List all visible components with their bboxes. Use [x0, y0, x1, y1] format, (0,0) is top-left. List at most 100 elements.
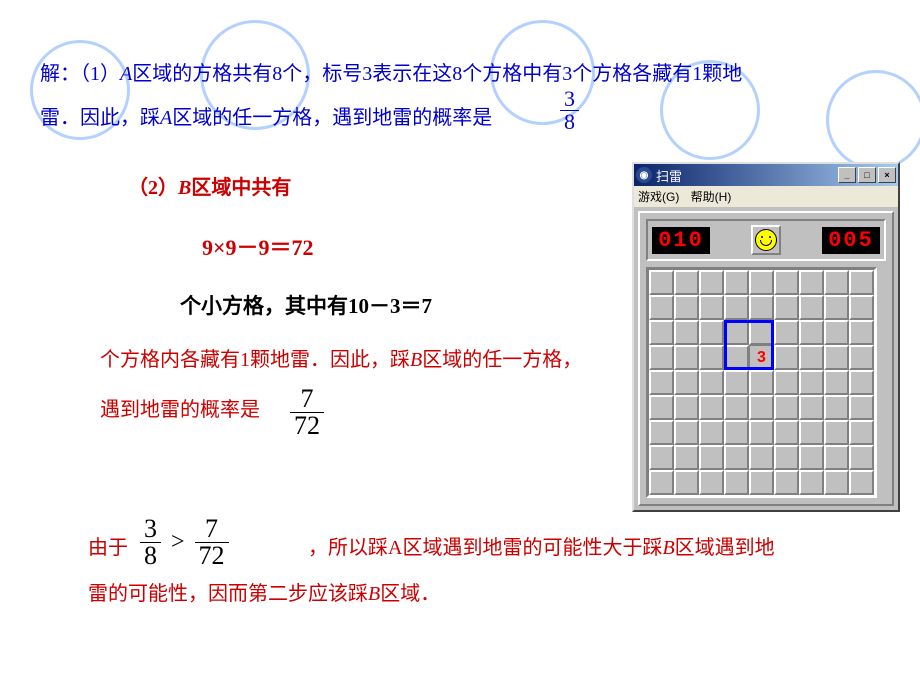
- mine-cell[interactable]: [749, 320, 774, 345]
- mine-cell[interactable]: [649, 295, 674, 320]
- mine-cell[interactable]: [774, 295, 799, 320]
- minimize-button[interactable]: _: [838, 167, 856, 183]
- mine-cell[interactable]: [724, 395, 749, 420]
- menu-help[interactable]: 帮助(H): [691, 190, 732, 204]
- mine-cell: 3: [749, 345, 774, 370]
- mine-cell[interactable]: [824, 445, 849, 470]
- smiley-button[interactable]: [751, 225, 781, 255]
- paragraph-4-line-1: 个方格内各藏有1颗地雷．因此，踩B区域的任一方格，: [100, 342, 582, 378]
- mine-cell[interactable]: [849, 295, 874, 320]
- mine-cell[interactable]: [774, 445, 799, 470]
- mine-cell[interactable]: [824, 345, 849, 370]
- mine-cell[interactable]: [699, 420, 724, 445]
- mine-cell[interactable]: [699, 270, 724, 295]
- paragraph-2-label: （2）B区域中共有: [128, 170, 291, 206]
- minesweeper-window: ◉ 扫雷 _ □ × 游戏(G) 帮助(H) 010 005 3: [632, 162, 900, 512]
- mine-cell[interactable]: [774, 470, 799, 495]
- mine-cell[interactable]: [749, 370, 774, 395]
- close-button[interactable]: ×: [878, 167, 896, 183]
- mine-cell[interactable]: [799, 295, 824, 320]
- mine-cell[interactable]: [699, 445, 724, 470]
- menu-game[interactable]: 游戏(G): [638, 190, 679, 204]
- mine-cell[interactable]: [749, 445, 774, 470]
- mine-cell[interactable]: [724, 445, 749, 470]
- text: 遇到地雷的概率是: [100, 399, 260, 421]
- mine-cell[interactable]: [849, 445, 874, 470]
- mine-cell[interactable]: [774, 370, 799, 395]
- mine-cell[interactable]: [674, 345, 699, 370]
- mine-cell[interactable]: [774, 345, 799, 370]
- mine-cell[interactable]: [824, 420, 849, 445]
- mine-cell[interactable]: [749, 270, 774, 295]
- mine-cell[interactable]: [649, 445, 674, 470]
- mine-cell[interactable]: [799, 470, 824, 495]
- mine-cell[interactable]: [724, 345, 749, 370]
- mine-cell[interactable]: [849, 320, 874, 345]
- mine-cell[interactable]: [674, 270, 699, 295]
- denominator: 72: [195, 543, 229, 569]
- mine-cell[interactable]: [649, 420, 674, 445]
- mine-cell[interactable]: [849, 370, 874, 395]
- mine-cell[interactable]: [799, 420, 824, 445]
- mine-cell[interactable]: [799, 345, 824, 370]
- mine-cell[interactable]: [649, 370, 674, 395]
- mine-cell[interactable]: [699, 295, 724, 320]
- mine-cell[interactable]: [724, 320, 749, 345]
- mine-cell[interactable]: [824, 395, 849, 420]
- mine-cell[interactable]: [849, 270, 874, 295]
- mine-cell[interactable]: [649, 395, 674, 420]
- mine-cell[interactable]: [649, 345, 674, 370]
- mine-cell[interactable]: [724, 270, 749, 295]
- mine-cell[interactable]: [824, 295, 849, 320]
- mine-cell[interactable]: [799, 370, 824, 395]
- mine-cell[interactable]: [724, 295, 749, 320]
- background-circle: [826, 70, 920, 170]
- mine-cell[interactable]: [849, 345, 874, 370]
- mine-cell[interactable]: [674, 320, 699, 345]
- mine-cell[interactable]: [824, 470, 849, 495]
- mine-cell[interactable]: [824, 270, 849, 295]
- mine-cell[interactable]: [799, 320, 824, 345]
- mine-cell[interactable]: [699, 320, 724, 345]
- paragraph-3: 个小方格，其中有10－3＝7: [180, 288, 432, 326]
- mine-cell[interactable]: [674, 470, 699, 495]
- mine-cell[interactable]: [699, 470, 724, 495]
- text: 区域的任一方格，遇到地雷的概率是: [172, 107, 492, 129]
- mine-cell[interactable]: [799, 395, 824, 420]
- mine-cell[interactable]: [674, 395, 699, 420]
- mine-cell[interactable]: [674, 370, 699, 395]
- mine-cell[interactable]: [824, 370, 849, 395]
- mine-cell[interactable]: [724, 420, 749, 445]
- mine-cell[interactable]: [774, 395, 799, 420]
- mine-cell[interactable]: [749, 395, 774, 420]
- timer: 005: [822, 227, 880, 254]
- mine-cell[interactable]: [724, 470, 749, 495]
- mine-cell[interactable]: [649, 470, 674, 495]
- mine-cell[interactable]: [749, 420, 774, 445]
- mine-cell[interactable]: [649, 320, 674, 345]
- mine-cell[interactable]: [674, 420, 699, 445]
- mine-cell[interactable]: [774, 420, 799, 445]
- mine-cell[interactable]: [674, 295, 699, 320]
- mine-cell[interactable]: [849, 395, 874, 420]
- mine-cell[interactable]: [824, 320, 849, 345]
- mine-cell[interactable]: [774, 320, 799, 345]
- text: 区域的方格共有8个，标号3表示在这8个方格中有3个方格各藏有1颗地: [132, 63, 742, 85]
- mine-cell[interactable]: [699, 345, 724, 370]
- mine-cell[interactable]: [674, 445, 699, 470]
- mine-cell[interactable]: [699, 395, 724, 420]
- titlebar[interactable]: ◉ 扫雷 _ □ ×: [634, 164, 898, 186]
- mine-cell[interactable]: [849, 420, 874, 445]
- maximize-button[interactable]: □: [858, 167, 876, 183]
- mine-cell[interactable]: [799, 270, 824, 295]
- mine-cell[interactable]: [749, 295, 774, 320]
- mine-cell[interactable]: [699, 370, 724, 395]
- mine-cell[interactable]: [849, 470, 874, 495]
- var-B: B: [662, 537, 674, 559]
- text: 区域的任一方格，: [422, 349, 582, 371]
- mine-cell[interactable]: [749, 470, 774, 495]
- mine-cell[interactable]: [774, 270, 799, 295]
- mine-cell[interactable]: [649, 270, 674, 295]
- mine-cell[interactable]: [799, 445, 824, 470]
- mine-cell[interactable]: [724, 370, 749, 395]
